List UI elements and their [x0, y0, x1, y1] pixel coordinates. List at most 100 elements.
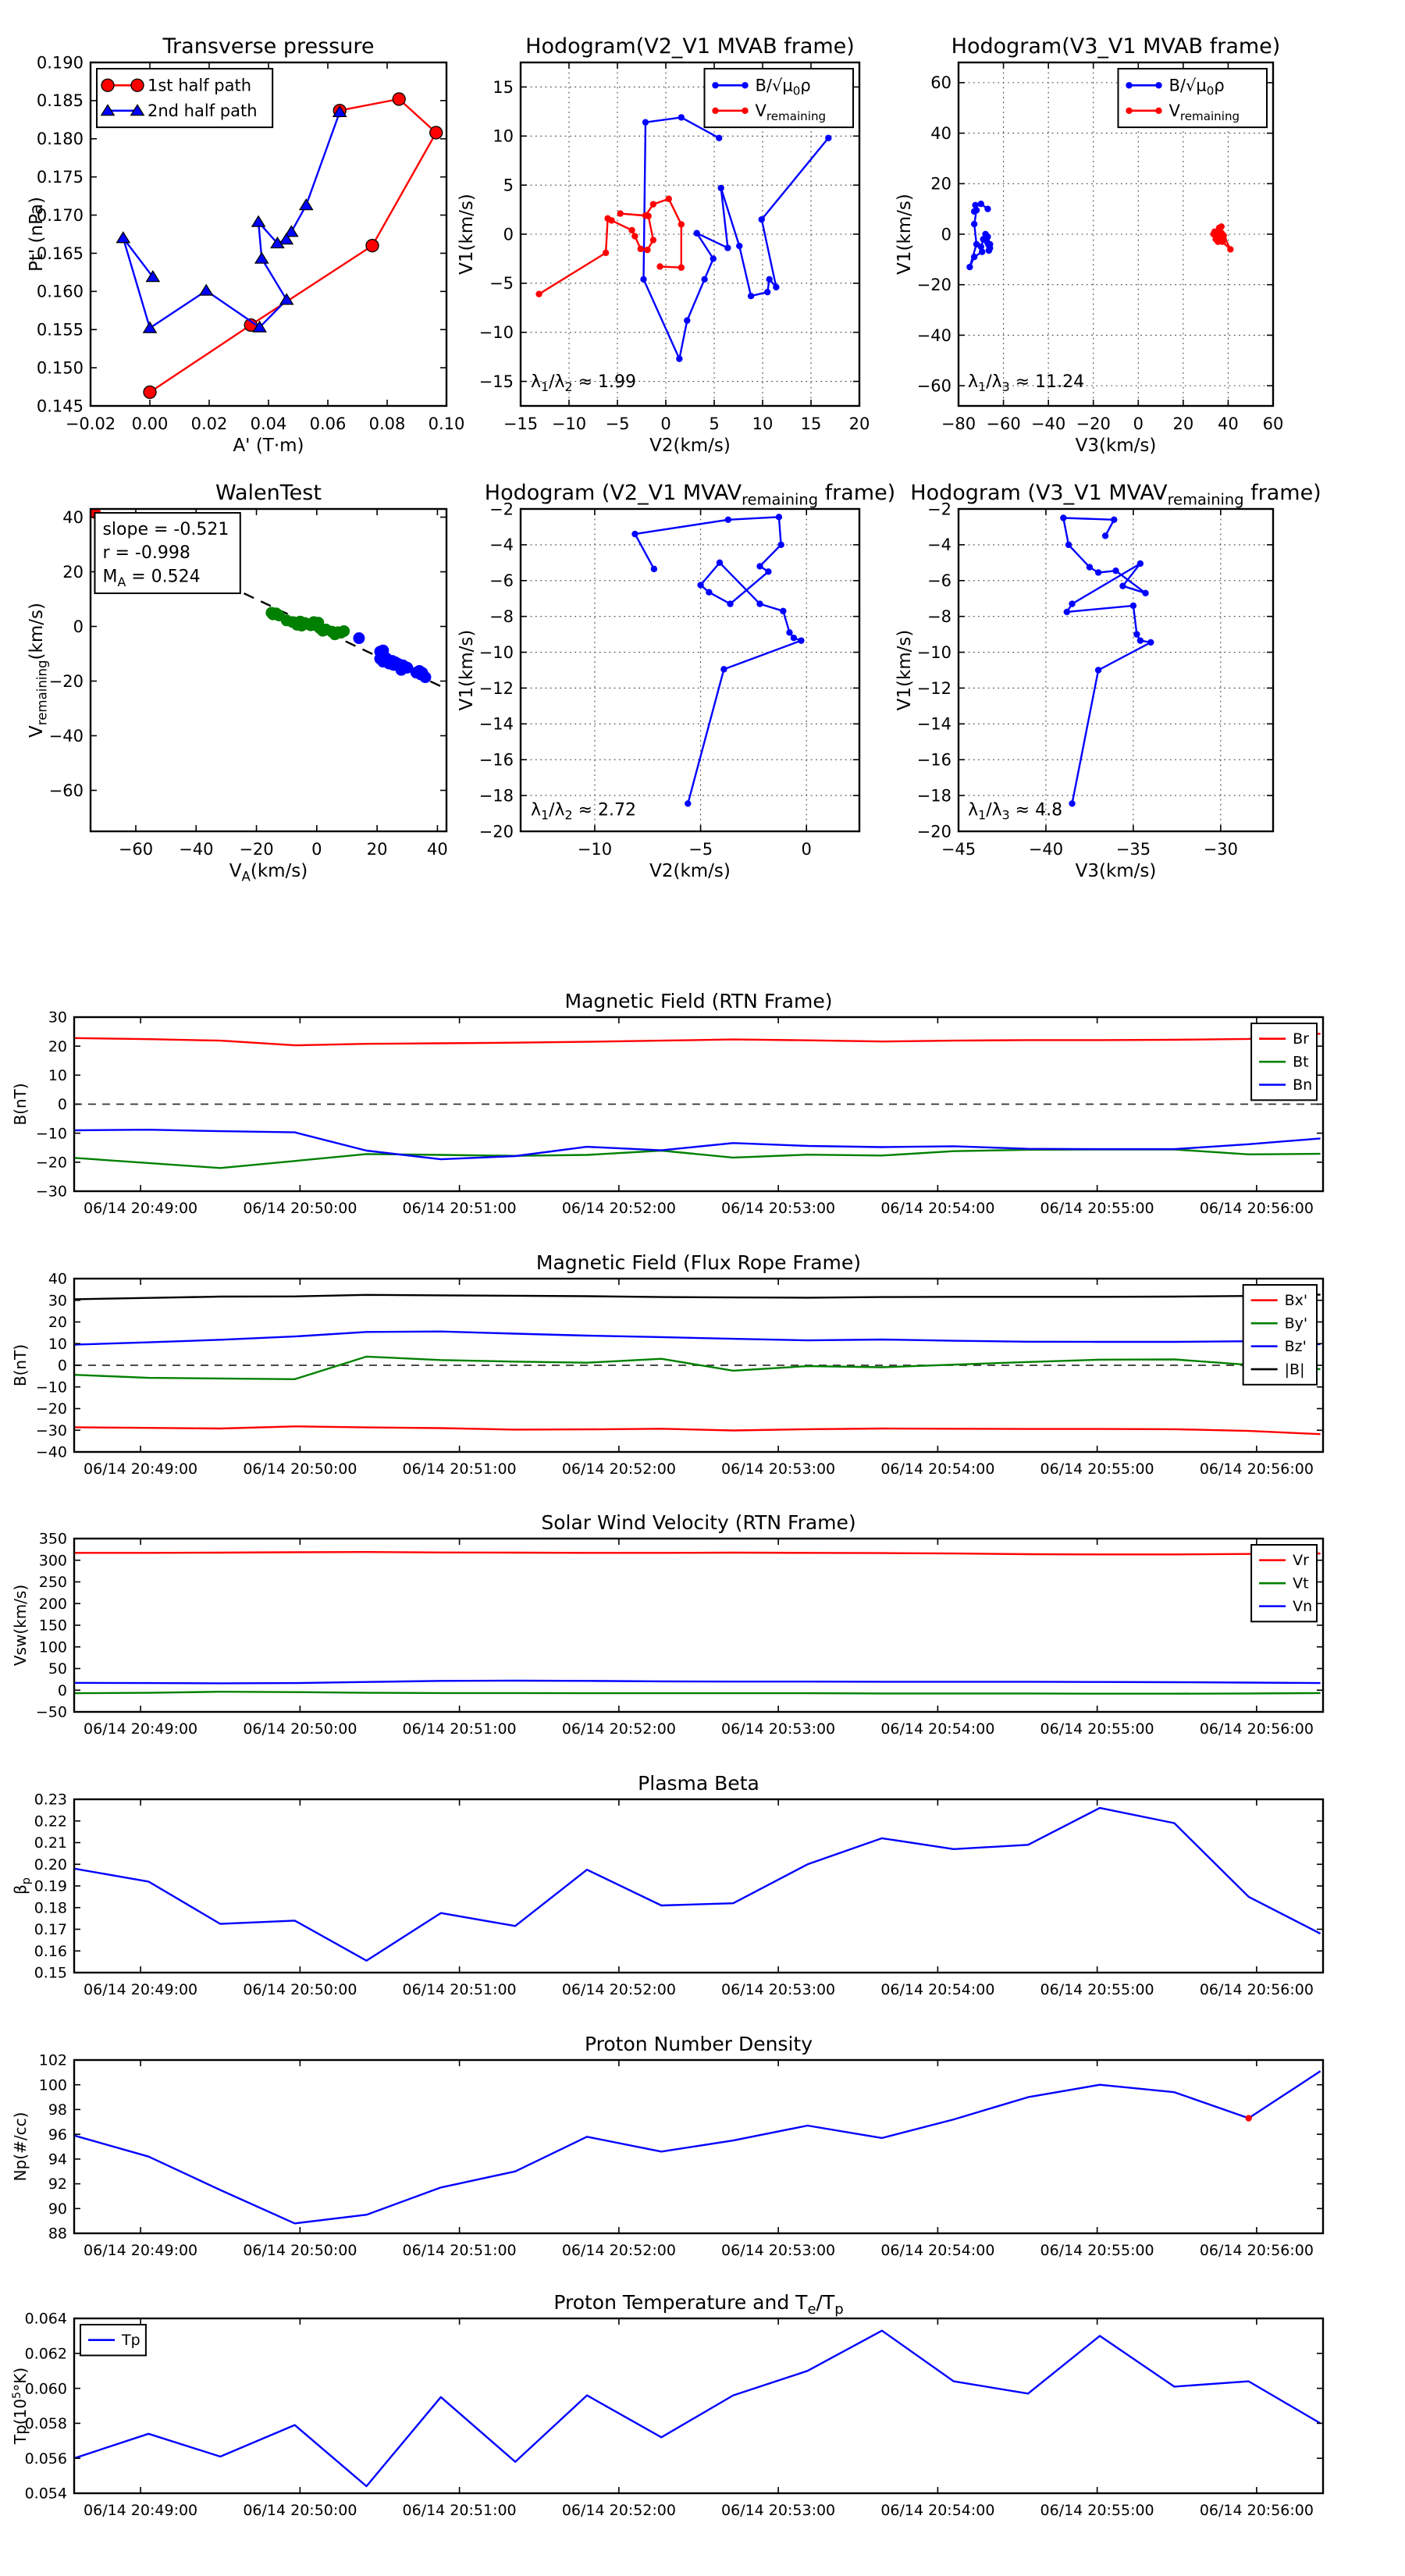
svg-text:0: 0 — [58, 1357, 67, 1375]
svg-text:−20: −20 — [917, 276, 951, 294]
svg-text:−60: −60 — [917, 377, 951, 396]
y-axis-label: Vsw(km/s) — [11, 1585, 30, 1666]
series-group — [631, 514, 805, 807]
svg-text:0.18: 0.18 — [34, 1899, 67, 1916]
svg-text:06/14 20:54:00: 06/14 20:54:00 — [880, 1461, 994, 1478]
svg-text:−80: −80 — [941, 415, 976, 433]
tick-labels: −45 −40 −35 −30 −2 −4 −6 −8 −10 −12 −14 −16 −18 −20 — [917, 500, 1238, 859]
svg-text:0.08: 0.08 — [369, 415, 406, 433]
svg-text:−60: −60 — [119, 840, 153, 859]
svg-text:300: 300 — [39, 1552, 67, 1569]
svg-text:0.175: 0.175 — [37, 168, 84, 187]
series-Bt — [74, 1148, 1321, 1169]
y-axis-label: V1(km/s) — [895, 630, 915, 711]
svg-text:06/14 20:56:00: 06/14 20:56:00 — [1200, 1200, 1314, 1217]
svg-text:06/14 20:55:00: 06/14 20:55:00 — [1040, 1981, 1154, 1998]
svg-text:06/14 20:50:00: 06/14 20:50:00 — [243, 2502, 357, 2519]
chart-title: Transverse pressure — [162, 34, 375, 59]
series-B-over-sqrt-mu0rho — [966, 200, 994, 271]
chart-title: Plasma Beta — [638, 1772, 759, 1795]
x-axis-label: V3(km/s) — [1076, 861, 1157, 881]
svg-text:0.15: 0.15 — [34, 1965, 67, 1982]
svg-text:2nd half path: 2nd half path — [148, 101, 258, 120]
svg-text:06/14 20:52:00: 06/14 20:52:00 — [562, 1981, 676, 1998]
y-axis-label: Vremaining(km/s) — [27, 603, 50, 738]
tick-labels: 06/14 20:49:00 06/14 20:50:00 06/14 20:51:… — [39, 2052, 1314, 2259]
svg-text:06/14 20:53:00: 06/14 20:53:00 — [721, 1981, 835, 1998]
legend: Tp — [80, 2324, 147, 2357]
tick-labels: −15 −10 −5 0 5 10 15 20 −15 −10 −5 0 5 10 15 — [479, 78, 870, 433]
svg-text:20: 20 — [1173, 415, 1194, 433]
chart-title: Hodogram(V2_V1 MVAB frame) — [525, 34, 855, 59]
chart-title: Hodogram (V2_V1 MVAVremaining frame) — [485, 481, 895, 509]
svg-text:06/14 20:55:00: 06/14 20:55:00 — [1040, 1720, 1154, 1738]
svg-text:−60: −60 — [49, 781, 84, 800]
svg-text:06/14 20:52:00: 06/14 20:52:00 — [562, 1200, 676, 1217]
svg-text:06/14 20:53:00: 06/14 20:53:00 — [721, 1200, 835, 1217]
svg-text:−15: −15 — [503, 415, 538, 433]
tick-labels: 06/14 20:49:00 06/14 20:50:00 06/14 20:51:… — [36, 1531, 1314, 1738]
x-axis-label: VA(km/s) — [229, 861, 308, 884]
svg-text:0: 0 — [58, 1096, 67, 1113]
panel-hodogram-v3v1-mvav: −45 −40 −35 −30 −2 −4 −6 −8 −10 −12 −14 −16 −18 −20 Ho… — [895, 481, 1321, 881]
panel-plasma-beta: 06/14 20:49:00 06/14 20:50:00 06/14 20:51:… — [11, 1772, 1325, 1998]
svg-text:−40: −40 — [917, 326, 951, 345]
svg-text:−10: −10 — [36, 1379, 67, 1396]
ticks — [520, 62, 860, 406]
series-2nd-half-path — [116, 105, 347, 333]
svg-text:0: 0 — [660, 415, 670, 433]
svg-text:−60: −60 — [986, 415, 1020, 433]
plot-frame — [957, 507, 1275, 833]
svg-text:06/14 20:51:00: 06/14 20:51:00 — [403, 1981, 517, 1998]
svg-text:Vremaining: Vremaining — [756, 101, 827, 123]
svg-text:20: 20 — [48, 1038, 67, 1055]
svg-text:06/14 20:50:00: 06/14 20:50:00 — [243, 2242, 357, 2259]
chart-title: Hodogram (V3_V1 MVAVremaining frame) — [910, 481, 1321, 509]
series-Bz-prime — [74, 1330, 1321, 1346]
svg-text:92: 92 — [48, 2176, 67, 2193]
svg-text:06/14 20:56:00: 06/14 20:56:00 — [1200, 2502, 1314, 2519]
stat-box: slope = -0.521 r = -0.998 MA = 0.524 — [94, 511, 241, 595]
series-By-prime — [74, 1355, 1321, 1381]
svg-text:40: 40 — [427, 840, 448, 859]
panel-hodogram-v2v1-mvab: −15 −10 −5 0 5 10 15 20 −15 −10 −5 0 5 10 15 Hodogram(V… — [457, 34, 870, 456]
y-axis-label: B(nT) — [11, 1083, 30, 1125]
annotation: λ1/λ2 ≈ 1.99 — [531, 372, 636, 394]
svg-text:0.060: 0.060 — [25, 2380, 67, 2397]
svg-text:10: 10 — [48, 1067, 67, 1084]
panel-proton-number-density: 06/14 20:49:00 06/14 20:50:00 06/14 20:51:… — [11, 2033, 1325, 2259]
svg-text:0.02: 0.02 — [191, 415, 228, 433]
tick-labels: −10 −5 0 −2 −4 −6 −8 −10 −12 −14 −16 −18 −20 — [479, 500, 812, 859]
svg-text:−35: −35 — [1116, 840, 1151, 859]
svg-text:−10: −10 — [479, 643, 514, 662]
series-beta-p — [74, 1806, 1321, 1962]
series-Bn — [74, 1128, 1321, 1161]
svg-text:0: 0 — [58, 1682, 67, 1699]
tick-labels: −60 −40 −20 0 20 40 40 20 0 −20 −40 −60 — [49, 508, 448, 859]
svg-text:−40: −40 — [179, 840, 213, 859]
legend: Br Bt Bn — [1250, 1023, 1318, 1101]
chart-title: Hodogram(V3_V1 MVAB frame) — [951, 34, 1281, 59]
svg-text:06/14 20:56:00: 06/14 20:56:00 — [1200, 1720, 1314, 1738]
series-B-hodogram — [1060, 514, 1154, 807]
svg-text:30: 30 — [48, 1292, 67, 1309]
svg-text:Bt: Bt — [1293, 1054, 1308, 1071]
svg-text:−20: −20 — [36, 1155, 67, 1172]
series-group — [74, 1033, 1321, 1169]
svg-text:06/14 20:50:00: 06/14 20:50:00 — [243, 1981, 357, 1998]
svg-text:slope = -0.521: slope = -0.521 — [102, 520, 229, 539]
y-axis-label: βp — [11, 1877, 33, 1895]
svg-text:0.23: 0.23 — [34, 1791, 67, 1809]
svg-text:20: 20 — [62, 563, 84, 582]
svg-text:−8: −8 — [927, 607, 951, 626]
svg-text:30: 30 — [48, 1009, 67, 1026]
svg-text:15: 15 — [493, 78, 514, 97]
svg-text:−12: −12 — [917, 679, 951, 698]
ticks — [521, 508, 859, 832]
x-axis-label: V2(km/s) — [649, 861, 731, 881]
svg-text:0.06: 0.06 — [310, 415, 347, 433]
legend: B/√μ0ρ Vremaining — [703, 68, 854, 129]
ticks — [74, 2318, 1323, 2494]
svg-text:−5: −5 — [688, 840, 713, 859]
svg-text:40: 40 — [62, 508, 84, 527]
